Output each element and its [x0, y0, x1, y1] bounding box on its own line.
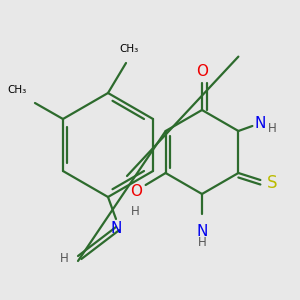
Text: N: N: [255, 116, 266, 130]
Text: H: H: [268, 122, 277, 134]
Text: H: H: [198, 236, 206, 249]
Text: CH₃: CH₃: [8, 85, 27, 95]
Text: H: H: [131, 205, 140, 218]
Text: O: O: [130, 184, 142, 199]
Text: N: N: [110, 221, 122, 236]
Text: CH₃: CH₃: [119, 44, 139, 54]
Text: H: H: [60, 253, 68, 266]
Text: S: S: [267, 174, 278, 192]
Text: O: O: [196, 64, 208, 80]
Text: N: N: [196, 224, 208, 239]
